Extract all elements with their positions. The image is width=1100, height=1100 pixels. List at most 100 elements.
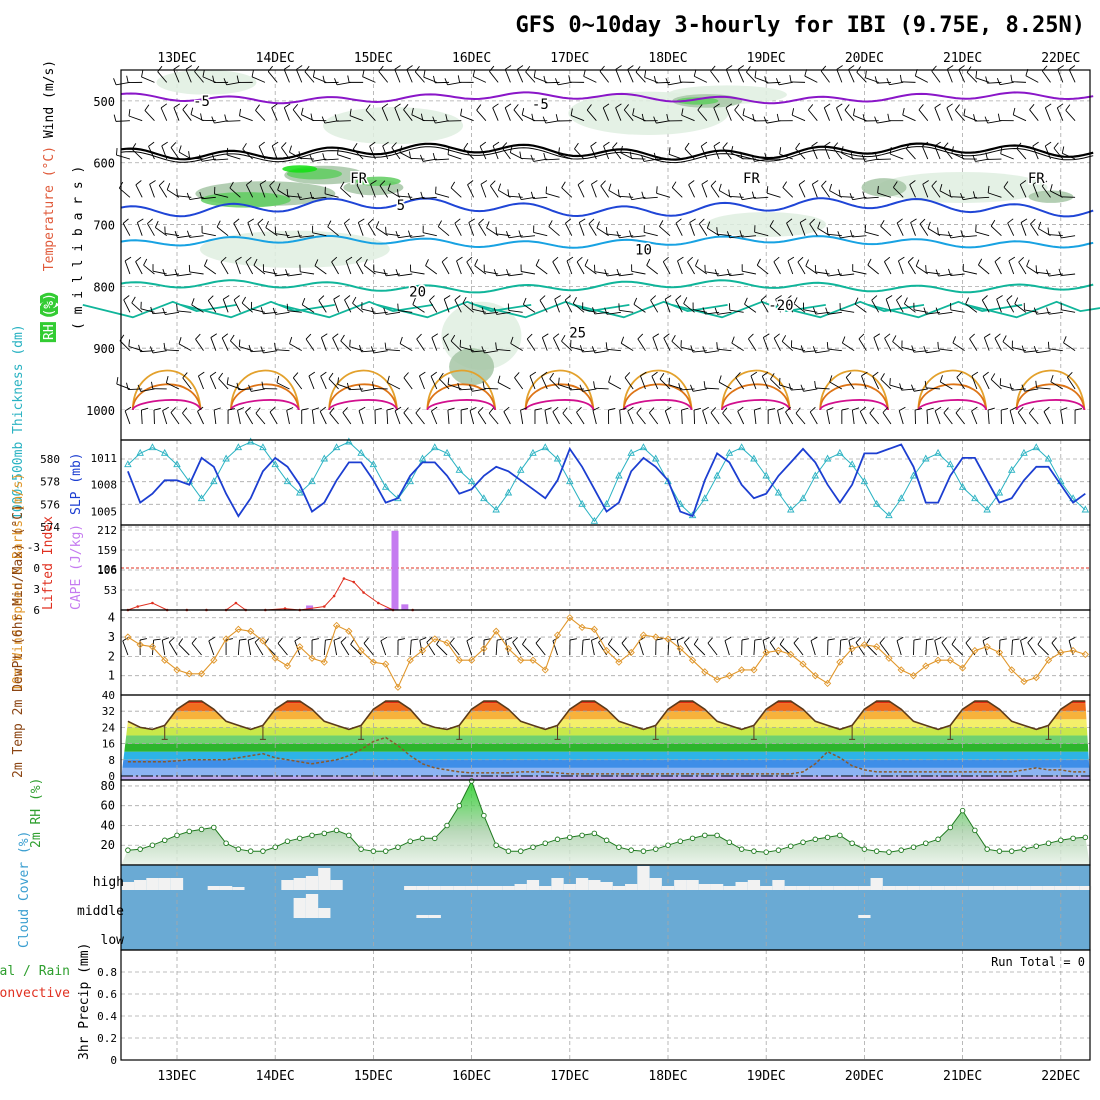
upper-wind-barb bbox=[214, 120, 229, 124]
upper-wind-barb-flag bbox=[233, 218, 240, 224]
surface-wind-barb bbox=[286, 410, 290, 425]
surface-wind-barb-flag bbox=[227, 408, 235, 411]
upper-wind-barb bbox=[318, 300, 327, 313]
upper-wind-barb-flag bbox=[874, 116, 878, 124]
surface-10m-barb bbox=[350, 644, 362, 656]
warm-isotherm-lobe bbox=[917, 399, 988, 411]
upper-wind-barb bbox=[631, 235, 646, 238]
surface-wind-barb bbox=[403, 412, 413, 425]
upper-wind-barb-flag bbox=[905, 142, 911, 149]
upper-wind-barb-flag bbox=[726, 231, 731, 239]
upper-wind-barb-flag bbox=[531, 113, 534, 121]
cloud-high-bar bbox=[219, 886, 233, 890]
cloud-high-bar bbox=[1030, 886, 1043, 890]
upper-wind-barb-flag bbox=[880, 219, 885, 227]
cloud-high-bar bbox=[121, 882, 135, 890]
bottom-day-label: 18DEC bbox=[648, 1069, 687, 1084]
upper-wind-barb-flag bbox=[751, 154, 755, 162]
upper-wind-barb-flag bbox=[541, 371, 548, 377]
surface-10m-barb bbox=[535, 642, 546, 656]
upper-wind-barb bbox=[222, 299, 229, 313]
thickness-point bbox=[467, 477, 476, 485]
upper-wind-barb bbox=[1061, 235, 1076, 239]
thickness-point bbox=[173, 460, 181, 468]
upper-wind-barb-flag bbox=[277, 183, 281, 191]
surface-wind-barb-flag bbox=[681, 407, 689, 411]
surface-wind-barb-flag bbox=[394, 406, 402, 412]
upper-wind-barb bbox=[717, 311, 732, 315]
upper-wind-barb-flag bbox=[681, 108, 684, 116]
upper-wind-barb bbox=[533, 232, 548, 237]
upper-wind-barb-flag bbox=[478, 218, 484, 225]
upper-wind-barb-flag bbox=[1041, 180, 1048, 187]
upper-wind-barb bbox=[253, 264, 266, 275]
upper-wind-barb-flag bbox=[911, 384, 915, 392]
cloud-middle-bar bbox=[858, 915, 871, 918]
surface-10m-barb bbox=[294, 640, 301, 656]
surface-wind-barb-flag bbox=[795, 407, 801, 414]
upper-wind-barb-flag bbox=[566, 256, 574, 262]
upper-wind-barb-flag bbox=[620, 145, 623, 153]
upper-wind-barb-flag bbox=[482, 381, 485, 389]
upper-wind-barb bbox=[336, 120, 351, 122]
upper-wind-barb bbox=[893, 187, 904, 198]
upper-wind-barb-flag bbox=[885, 295, 893, 300]
upper-wind-barb bbox=[717, 348, 732, 352]
upper-wind-barb-flag bbox=[687, 256, 694, 263]
upper-wind-barb-flag bbox=[714, 307, 718, 315]
upper-wind-barb bbox=[439, 378, 450, 390]
wind-speed-point bbox=[296, 643, 304, 651]
upper-wind-barb-flag bbox=[568, 75, 571, 83]
upper-wind-barb bbox=[867, 264, 879, 275]
upper-wind-barb-flag bbox=[628, 192, 633, 200]
upper-wind-barb-flag bbox=[161, 141, 168, 147]
upper-wind-barb bbox=[116, 81, 130, 86]
upper-wind-barb bbox=[769, 226, 781, 237]
wind-speed-point bbox=[1044, 656, 1053, 664]
upper-wind-barb bbox=[922, 184, 929, 198]
surface-wind-barb bbox=[124, 410, 131, 425]
upper-wind-barb-flag bbox=[872, 371, 879, 377]
upper-wind-barb-flag bbox=[935, 307, 939, 315]
upper-wind-barb bbox=[700, 146, 708, 160]
cloud-high-bar bbox=[600, 882, 613, 890]
surface-10m-barb bbox=[191, 643, 202, 656]
upper-wind-barb-flag bbox=[955, 104, 960, 111]
cloud-high-bar bbox=[784, 886, 797, 890]
upper-wind-barb bbox=[845, 377, 855, 390]
upper-wind-barb bbox=[324, 158, 339, 161]
bottom-day-label: 16DEC bbox=[452, 1069, 491, 1084]
surface-10m-barb-flag bbox=[779, 638, 785, 645]
precip-legend-convective: Convective bbox=[0, 986, 70, 1001]
upper-wind-barb-flag bbox=[176, 188, 178, 196]
wind-speed-point bbox=[983, 643, 991, 651]
upper-wind-barb-flag bbox=[899, 74, 902, 82]
surface-10m-barb bbox=[896, 640, 902, 656]
upper-wind-barb bbox=[844, 109, 855, 121]
upper-wind-barb bbox=[558, 154, 572, 160]
upper-wind-barb-flag bbox=[844, 104, 850, 111]
upper-wind-barb bbox=[671, 340, 683, 351]
wind-speed-point bbox=[787, 650, 795, 659]
upper-wind-barb bbox=[201, 196, 216, 200]
upper-wind-barb-flag bbox=[718, 183, 722, 191]
surface-wind-barb-flag bbox=[153, 407, 161, 411]
upper-wind-barb bbox=[504, 107, 511, 121]
upper-wind-barb bbox=[283, 69, 290, 83]
upper-wind-barb-flag bbox=[789, 74, 792, 83]
upper-wind-barb-flag bbox=[441, 256, 448, 263]
upper-wind-barb bbox=[166, 382, 180, 390]
upper-wind-barb-flag bbox=[583, 69, 586, 77]
upper-wind-barb-flag bbox=[504, 103, 512, 109]
upper-wind-barb-flag bbox=[651, 371, 658, 377]
upper-wind-barb bbox=[987, 120, 1002, 124]
upper-wind-barb-flag bbox=[397, 303, 399, 311]
upper-wind-barb-flag bbox=[754, 70, 757, 78]
upper-wind-barb bbox=[983, 337, 990, 351]
upper-wind-barb-flag bbox=[706, 221, 711, 229]
upper-wind-barb-flag bbox=[862, 191, 866, 199]
upper-wind-barb-flag bbox=[328, 372, 334, 380]
temp-band bbox=[121, 703, 1090, 712]
thickness-point bbox=[909, 471, 918, 479]
upper-wind-barb-flag bbox=[176, 303, 178, 311]
